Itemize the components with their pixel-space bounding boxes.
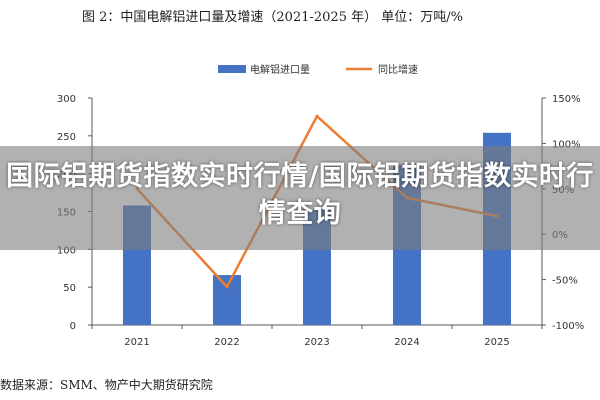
y-right-tick-label: -50%: [552, 276, 578, 287]
y-left-tick-label: 50: [63, 283, 76, 294]
y-left-tick-label: 0: [70, 321, 76, 332]
legend: 电解铝进口量 同比增速: [218, 63, 418, 76]
x-tick-label: 2021: [124, 337, 149, 348]
y-right-tick-label: 100%: [552, 139, 581, 150]
y-left-tick-label: 100: [57, 245, 76, 256]
legend-swatch-bar: [218, 65, 246, 73]
y-left-tick-label: 250: [57, 132, 76, 143]
legend-label-bar: 电解铝进口量: [250, 63, 310, 76]
x-tick-label: 2024: [394, 337, 419, 348]
y-left-tick-label: 300: [57, 94, 76, 105]
overlay-banner: [0, 146, 600, 250]
overlay-banner-text: 国际铝期货指数实时行情/国际铝期货指数实时行情查询: [6, 161, 594, 229]
growth-point-2023: [315, 114, 319, 118]
data-source: 数据来源：SMM、物产中大期货研究院: [0, 378, 213, 392]
y-right-tick-label: -100%: [552, 321, 584, 332]
chart-title: 图 2：中国电解铝进口量及增速（2021-2025 年） 单位：万吨/%: [82, 10, 463, 25]
x-tick-label: 2025: [484, 337, 509, 348]
y-right-tick-label: 150%: [552, 94, 581, 105]
x-tick-label: 2023: [304, 337, 329, 348]
x-tick-label: 2022: [214, 337, 239, 348]
growth-point-2022: [225, 285, 229, 289]
bar-2022: [213, 275, 241, 325]
legend-label-line: 同比增速: [378, 63, 418, 76]
